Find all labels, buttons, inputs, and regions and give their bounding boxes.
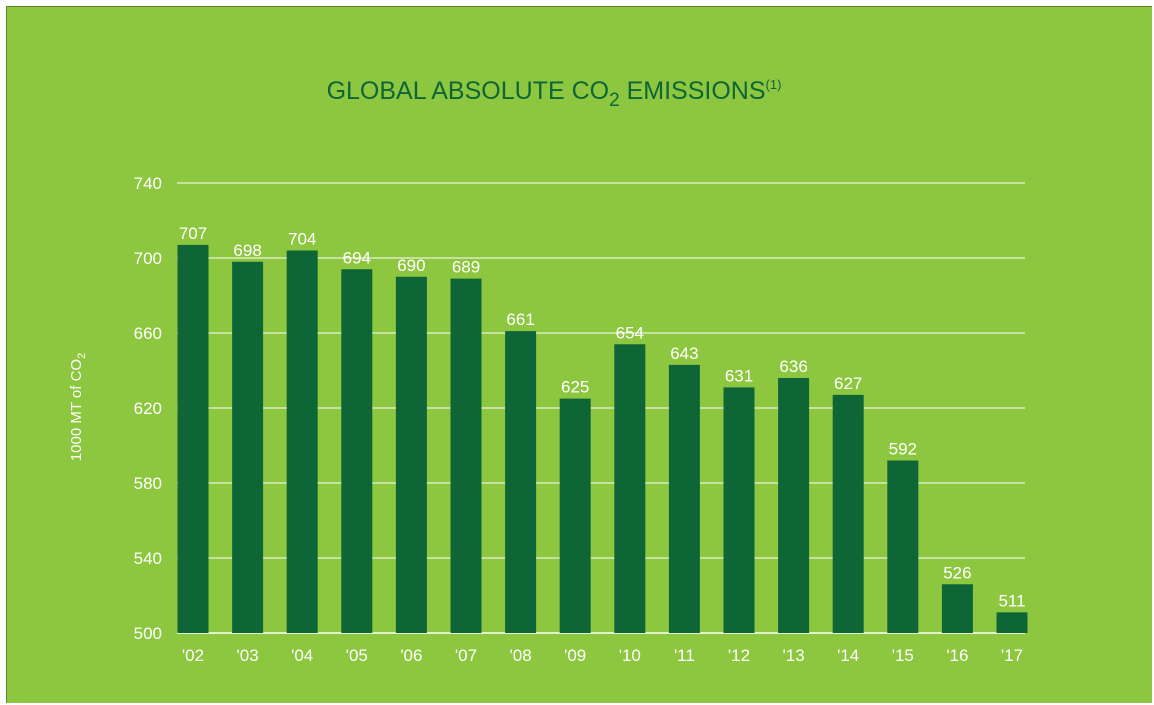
title-subscript: 2 — [609, 90, 620, 111]
y-tick-label: 540 — [134, 549, 162, 568]
bar — [395, 276, 427, 633]
bar — [177, 244, 209, 633]
x-tick-label: '09 — [564, 646, 586, 665]
chart-title: GLOBAL ABSOLUTE CO2 EMISSIONS(1) — [327, 77, 782, 111]
bar-value-label: 698 — [233, 241, 261, 260]
y-tick-label: 740 — [134, 174, 162, 193]
x-tick-label: '04 — [291, 646, 313, 665]
x-tick-label: '03 — [237, 646, 259, 665]
data-labels: 707 698 704 694 690 689 661 625 654 643 631 636 627 5… — [179, 224, 1026, 611]
bar-value-label: 643 — [670, 344, 698, 363]
bar — [505, 331, 537, 633]
bar — [668, 364, 700, 633]
bar — [559, 398, 591, 633]
x-tick-label: '07 — [455, 646, 477, 665]
x-tick-label: '05 — [346, 646, 368, 665]
bar-value-label: 627 — [834, 374, 862, 393]
title-rest: EMISSIONS — [620, 77, 766, 105]
chart-panel: GLOBAL ABSOLUTE CO2 EMISSIONS(1) 1000 MT… — [6, 6, 1152, 703]
x-tick-labels: '02 '03 '04 '05 '06 '07 '08 '09 '10 '11 '12 '13 '14 '… — [182, 646, 1023, 665]
x-tick-label: '02 — [182, 646, 204, 665]
bar-value-label: 625 — [561, 378, 589, 397]
y-tick-label: 500 — [134, 624, 162, 643]
bar — [996, 612, 1028, 633]
y-tick-label: 620 — [134, 399, 162, 418]
title-main: GLOBAL ABSOLUTE CO — [327, 77, 610, 105]
x-tick-label: '06 — [400, 646, 422, 665]
bar-value-label: 511 — [998, 591, 1025, 610]
ylabel-main: 1000 MT of CO — [68, 359, 85, 461]
y-tick-labels: 500 540 580 620 660 700 740 — [134, 174, 162, 643]
bar — [286, 250, 318, 633]
y-tick-label: 660 — [134, 324, 162, 343]
title-superscript: (1) — [766, 77, 782, 92]
bar-value-label: 654 — [616, 323, 644, 342]
bar-value-label: 690 — [397, 256, 425, 275]
bar-value-label: 592 — [889, 440, 917, 459]
bar — [887, 460, 919, 633]
bar-value-label: 631 — [725, 366, 753, 385]
gridlines — [177, 182, 1025, 634]
bar — [614, 344, 646, 633]
ylabel-subscript: 2 — [76, 353, 88, 359]
x-tick-label: '16 — [946, 646, 968, 665]
y-tick-label: 580 — [134, 474, 162, 493]
x-tick-label: '14 — [837, 646, 859, 665]
x-tick-label: '12 — [728, 646, 750, 665]
y-axis-label: 1000 MT of CO2 — [68, 353, 88, 461]
x-tick-label: '10 — [619, 646, 641, 665]
bar — [832, 394, 864, 633]
bar-value-label: 707 — [179, 224, 207, 243]
bar — [941, 584, 973, 633]
chart-svg: GLOBAL ABSOLUTE CO2 EMISSIONS(1) 1000 MT… — [68, 77, 1028, 665]
bars — [177, 244, 1028, 633]
bar-value-label: 636 — [779, 357, 807, 376]
bar-value-label: 694 — [343, 248, 371, 267]
bar-value-label: 661 — [506, 310, 534, 329]
bar — [778, 378, 810, 633]
bar — [232, 261, 264, 633]
x-tick-label: '13 — [783, 646, 805, 665]
x-tick-label: '08 — [510, 646, 532, 665]
bar-value-label: 526 — [943, 563, 971, 582]
x-tick-label: '11 — [674, 646, 695, 665]
y-tick-label: 700 — [134, 249, 162, 268]
bar-value-label: 689 — [452, 258, 480, 277]
bar-value-label: 704 — [288, 230, 316, 249]
bar — [450, 278, 482, 633]
x-tick-label: '15 — [892, 646, 914, 665]
bar — [341, 269, 373, 633]
x-tick-label: '17 — [1001, 646, 1023, 665]
bar — [723, 387, 755, 633]
